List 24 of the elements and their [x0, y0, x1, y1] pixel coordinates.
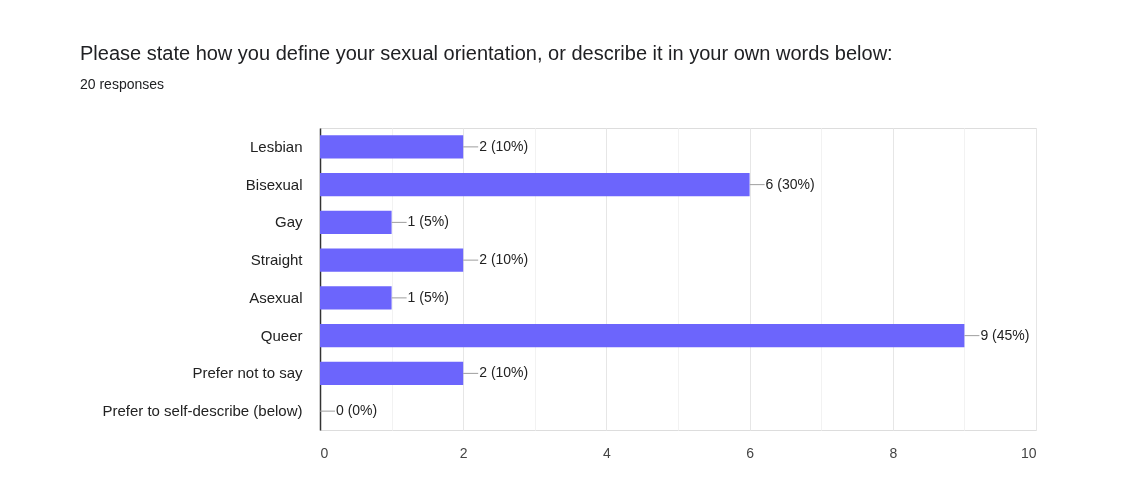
x-tick-label: 2 — [459, 444, 468, 461]
y-tick-label: Bisexual — [245, 175, 303, 193]
data-label: 0 (0%) — [336, 402, 378, 419]
y-tick-label: Prefer not to say — [192, 364, 303, 382]
data-label: 2 (10%) — [479, 364, 529, 381]
text: 20 responses — [80, 76, 165, 92]
y-tick-label: Queer — [260, 326, 303, 344]
y-tick-label: Lesbian — [249, 137, 303, 155]
data-label: 2 (10%) — [479, 137, 529, 154]
data-label: 9 (45%) — [980, 326, 1030, 343]
y-tick-label: Gay — [274, 213, 303, 231]
x-tick-label: 0 — [320, 444, 329, 461]
data-label: 2 (10%) — [479, 251, 529, 268]
x-tick-label: 6 — [746, 444, 755, 461]
data-label: 1 (5%) — [407, 288, 449, 305]
y-tick-label: Straight — [250, 251, 304, 269]
data-label: 1 (5%) — [407, 213, 449, 230]
x-tick-label: 10 — [1020, 444, 1037, 461]
data-label: 6 (30%) — [765, 175, 815, 192]
x-tick-label: 8 — [889, 444, 898, 461]
y-tick-label: Prefer to self-describe (below) — [102, 402, 303, 420]
y-tick-label: Asexual — [249, 288, 303, 306]
chart-title: Please state how you define your sexual orientation, or describe it in your own words below: — [80, 42, 893, 64]
x-tick-label: 4 — [603, 444, 611, 461]
